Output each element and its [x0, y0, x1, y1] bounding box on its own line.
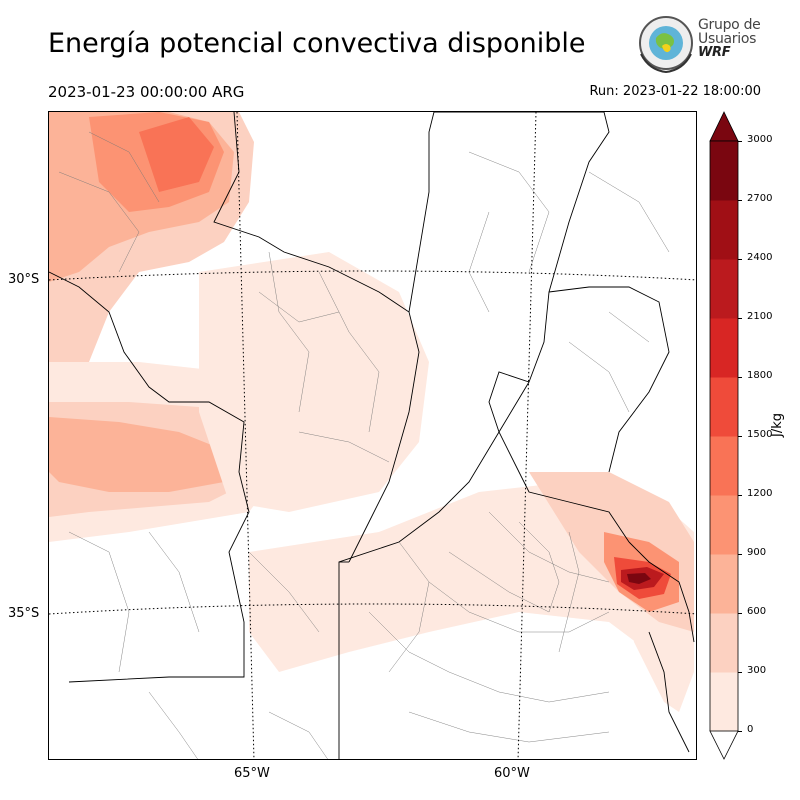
colorbar-tick-label: 1800	[747, 370, 773, 381]
cape-region-center-light	[199, 252, 429, 512]
colorbar-tick-mark	[738, 672, 742, 673]
meridian-60w	[517, 112, 537, 759]
colorbar-swatch	[710, 613, 738, 673]
cape-region-west-core	[49, 417, 229, 492]
colorbar-swatch	[710, 259, 738, 319]
colorbar-tick-mark	[738, 554, 742, 555]
page-title: Energía potencial convectiva disponible	[48, 28, 586, 59]
map-panel	[48, 111, 697, 760]
colorbar	[706, 108, 742, 763]
lat-label-30s: 30°S	[8, 272, 40, 287]
run-time: Run: 2023-01-22 18:00:00	[589, 84, 761, 99]
colorbar-swatch	[710, 377, 738, 437]
cape-region-plata-peak	[627, 573, 651, 584]
parallel-30s	[49, 270, 696, 281]
logo: Grupo de Usuarios WRF	[638, 16, 768, 74]
admin-borders	[49, 112, 695, 759]
colorbar-extend-min	[709, 730, 739, 760]
colorbar-extend-max	[709, 111, 739, 142]
colorbar-tick-label: 1500	[747, 429, 773, 440]
colorbar-tick-label: 2400	[747, 252, 773, 263]
colorbar-tick-mark	[738, 495, 742, 496]
colorbar-tick-mark	[738, 436, 742, 437]
meridian-65w	[236, 112, 255, 759]
lat-label-35s: 35°S	[8, 606, 40, 621]
colorbar-swatch	[710, 318, 738, 378]
colorbar-tick-mark	[738, 731, 742, 732]
colorbar-tick-mark	[738, 377, 742, 378]
colorbar-tick-mark	[738, 259, 742, 260]
colorbar-tick-mark	[738, 141, 742, 142]
colorbar-tick-mark	[738, 200, 742, 201]
colorbar-tick-label: 600	[747, 606, 767, 617]
colorbar-tick-mark	[738, 318, 742, 319]
cape-region-nw-core2	[139, 117, 214, 192]
colorbar-tick-label: 1200	[747, 488, 773, 499]
colorbar-unit: J/kg	[770, 413, 785, 437]
graticule	[49, 112, 696, 759]
cape-region-se-coast	[629, 612, 694, 712]
cape-map	[49, 112, 696, 759]
colorbar-tick-label: 2100	[747, 311, 773, 322]
globe-emblem-icon	[639, 16, 693, 74]
colorbar-scale	[709, 111, 739, 760]
parallel-35s	[49, 603, 696, 615]
valid-time: 2023-01-23 00:00:00 ARG	[48, 83, 245, 101]
colorbar-tick-label: 3000	[747, 134, 773, 145]
colorbar-tick-label: 0	[747, 724, 754, 735]
colorbar-swatch	[710, 141, 738, 201]
lon-label-60w: 60°W	[494, 766, 530, 781]
cape-field	[49, 112, 694, 712]
lon-label-65w: 65°W	[234, 766, 270, 781]
colorbar-swatch	[710, 200, 738, 260]
logo-text: Grupo de Usuarios WRF	[698, 17, 761, 60]
colorbar-tick-label: 900	[747, 547, 767, 558]
colorbar-tick-label: 300	[747, 665, 767, 676]
colorbar-tick-label: 2700	[747, 193, 773, 204]
colorbar-tick-mark	[738, 613, 742, 614]
colorbar-swatch	[710, 436, 738, 496]
colorbar-swatch	[710, 495, 738, 555]
colorbar-swatch	[710, 672, 738, 732]
colorbar-swatch	[710, 554, 738, 614]
